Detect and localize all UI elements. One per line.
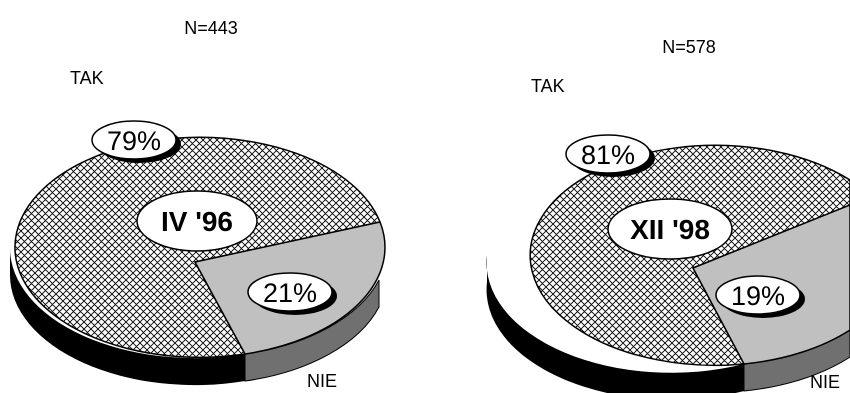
pie-chart-1996: N=443 TAK NIE 79% IV '96 21%	[9, 18, 386, 391]
n-label-1998: N=578	[662, 37, 716, 57]
tak-side-1996	[9, 248, 246, 386]
center-label-1996: IV '96	[161, 206, 233, 237]
tak-value-label-1998: 81%	[581, 140, 635, 170]
tak-label-1996: TAK	[70, 68, 104, 88]
nie-value-label-1998: 19%	[731, 281, 785, 311]
center-bubble-1998	[607, 198, 733, 260]
pie-chart-1998: N=578 TAK NIE 81% XII '98 19%	[486, 37, 850, 393]
tak-bubble-1998	[565, 134, 655, 177]
n-label-1996: N=443	[184, 18, 238, 38]
center-bubble-1996	[136, 190, 258, 252]
nie-bubble-1998	[715, 275, 805, 318]
tak-bubble-1996	[91, 120, 181, 163]
nie-bubble-1996	[247, 272, 337, 315]
tak-label-1998: TAK	[531, 76, 565, 96]
nie-label-1996: NIE	[307, 371, 337, 391]
tak-value-label-1996: 79%	[107, 126, 161, 156]
center-label-1998: XII '98	[630, 214, 710, 245]
tak-side-1998	[486, 255, 744, 393]
nie-label-1998: NIE	[810, 372, 840, 392]
nie-value-label-1996: 21%	[263, 278, 317, 308]
